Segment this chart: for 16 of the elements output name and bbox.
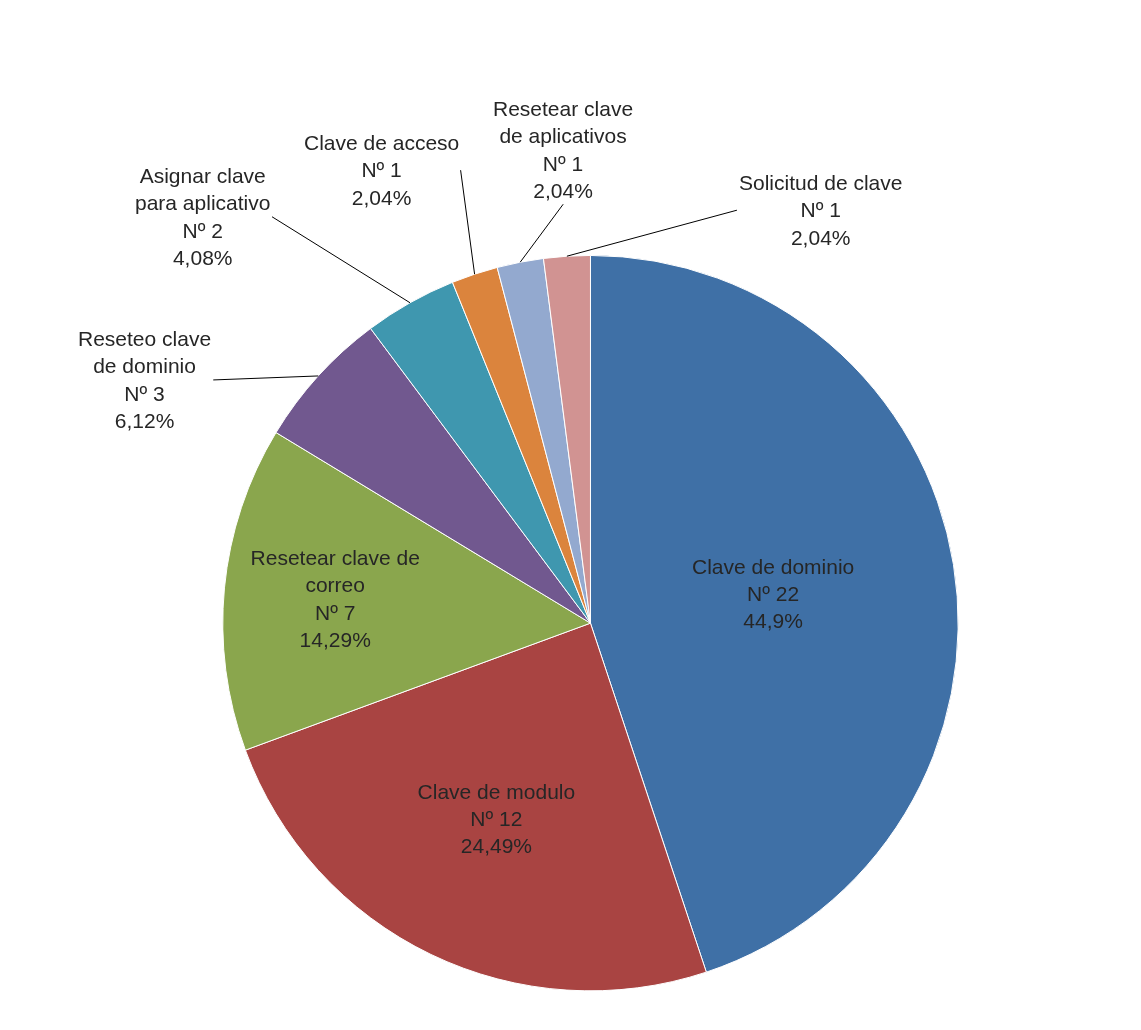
data-label: Nº 1 2,04% [533, 151, 593, 202]
slice-label: Solicitud de clave [739, 171, 903, 194]
data-label: Nº 22 44,9% [743, 582, 803, 633]
data-label: Nº 3 6,12% [114, 381, 175, 432]
slice-label: Asignar clave para aplicativo [135, 164, 271, 215]
data-label: Nº 1 2,04% [790, 198, 851, 249]
data-label: Nº 1 2,04% [351, 158, 412, 209]
slice-label: Resetear clave de aplicativos [493, 97, 634, 148]
slice-label: Clave de acceso [304, 131, 460, 154]
slice-label: Resetear clave de correo [250, 546, 420, 597]
data-label: Nº 2 4,08% [172, 218, 233, 269]
slice-label: Clave de modulo [417, 779, 576, 803]
slice-label: Clave de dominio [692, 554, 855, 578]
data-label: Nº 12 24,49% [460, 807, 532, 858]
data-label: Nº 7 14,29% [299, 600, 371, 651]
slice-label: Reseteo clave de dominio [78, 327, 212, 378]
